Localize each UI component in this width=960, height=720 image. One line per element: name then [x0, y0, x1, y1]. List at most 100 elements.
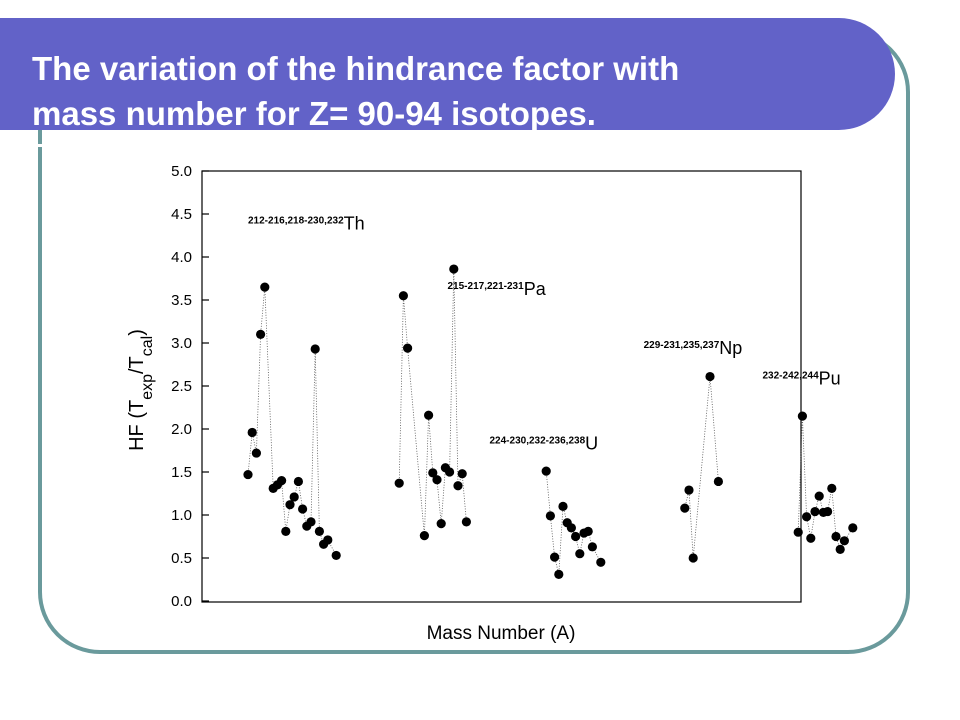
title-banner: The variation of the hindrance factor wi… [0, 18, 895, 147]
data-point-u [571, 531, 581, 542]
data-point-pa [432, 475, 442, 485]
data-point-u [541, 466, 551, 476]
y-tick-label: 2.0 [171, 421, 192, 438]
y-tick-label: 0.0 [171, 593, 192, 610]
data-point-pa [457, 469, 467, 479]
y-tick-label: 5.0 [171, 163, 192, 180]
data-point-th [247, 427, 257, 438]
data-point-pa [449, 264, 459, 274]
data-point-pu [802, 512, 812, 522]
y-tick-label: 3.0 [171, 335, 192, 352]
series-label-np: 229-231,235,237Np [644, 338, 743, 358]
series-connectors [247, 269, 854, 575]
data-point-pa [445, 467, 455, 477]
data-point-pu [831, 531, 841, 542]
data-point-th [285, 500, 295, 510]
y-axis-label-part: cal [139, 336, 156, 356]
data-point-pu [797, 411, 808, 421]
series-label-mass-range: 212-216,218-230,232 [248, 215, 344, 226]
data-point-np [684, 485, 694, 495]
series-label-mass-range: 215-217,221-231 [448, 281, 525, 292]
data-point-u [575, 549, 585, 559]
data-point-pa [428, 468, 438, 478]
data-point-pu [839, 536, 850, 546]
data-point-th [331, 550, 341, 561]
data-point-u [554, 569, 564, 579]
y-axis-label: HF (Texp/Tcal) [126, 329, 156, 451]
series-label-th: 212-216,218-230,232Th [248, 213, 365, 233]
series-line-pu [797, 416, 854, 551]
data-point-pa [424, 410, 434, 420]
data-points [243, 264, 858, 579]
title-underline [0, 144, 848, 147]
y-tick-label: 2.5 [171, 378, 192, 395]
y-axis-label-part: ) [126, 329, 148, 336]
series-line-th [247, 287, 337, 556]
y-axis-label-part: /T [126, 356, 148, 374]
series-line-pa [398, 269, 467, 536]
slide-title: The variation of the hindrance factor wi… [32, 46, 882, 136]
data-point-pu [814, 491, 824, 501]
data-point-th [243, 469, 253, 480]
series-label-u: 224-230,232-236,238U [490, 434, 599, 454]
data-point-u [587, 542, 598, 552]
data-point-u [583, 526, 593, 536]
data-point-u [545, 511, 556, 521]
y-tick-label: 1.5 [171, 464, 192, 481]
data-point-th [314, 526, 324, 536]
data-point-th [289, 492, 299, 502]
data-point-u [596, 557, 606, 567]
series-label-mass-range: 229-231,235,237 [644, 340, 720, 351]
data-point-th [298, 504, 308, 514]
data-point-pu [823, 506, 833, 517]
series-label-pu: 232-242,244Pu [763, 368, 841, 388]
data-point-th [323, 535, 333, 545]
data-point-np [713, 476, 724, 487]
data-point-th [277, 476, 287, 486]
data-point-pu [848, 523, 858, 533]
data-point-th [251, 448, 261, 458]
data-point-u [550, 552, 560, 562]
data-point-pu [793, 527, 803, 537]
data-point-np [688, 553, 698, 563]
data-point-th [310, 344, 320, 354]
y-tick-label: 4.5 [171, 206, 192, 223]
title-line-1: The variation of the hindrance factor wi… [32, 50, 680, 87]
data-point-pa [403, 343, 413, 353]
data-point-pu [810, 506, 820, 517]
data-point-pa [436, 519, 446, 529]
series-label-element: U [585, 434, 598, 454]
x-axis-label: Mass Number (A) [427, 623, 576, 644]
data-point-pu [835, 544, 845, 555]
data-point-th [306, 517, 316, 527]
data-point-pa [398, 291, 408, 301]
data-point-pu [806, 533, 816, 543]
data-point-th [293, 476, 303, 487]
data-point-np [680, 503, 690, 513]
y-axis: 0.0 0.5 1.0 1.5 2.0 2.5 3.0 3.5 4.0 4.5 5.0 [171, 163, 209, 610]
series-line-np [684, 376, 719, 559]
data-point-th [281, 526, 291, 536]
series-label-element: Pa [524, 279, 547, 299]
data-point-u [558, 501, 568, 511]
y-axis-label-part: HF (T [126, 400, 148, 451]
series-label-mass-range: 224-230,232-236,238 [490, 436, 586, 447]
data-point-pa [461, 517, 471, 527]
data-point-pa [419, 531, 429, 541]
series-label-mass-range: 232-242,244 [763, 370, 820, 381]
data-point-pa [394, 478, 404, 488]
series-label-element: Np [719, 338, 742, 358]
y-tick-label: 3.5 [171, 292, 192, 309]
y-tick-label: 4.0 [171, 249, 192, 266]
series-labels: 212-216,218-230,232Th 215-217,221-231Pa 22… [248, 213, 841, 453]
series-label-pa: 215-217,221-231Pa [448, 279, 547, 299]
data-point-np [705, 371, 715, 382]
y-tick-label: 1.0 [171, 507, 192, 524]
data-point-pa [453, 481, 463, 491]
data-point-u [566, 523, 577, 533]
y-axis-label-part: exp [139, 374, 156, 400]
data-point-th [260, 282, 270, 292]
y-tick-label: 0.5 [171, 550, 192, 567]
data-point-th [256, 329, 266, 339]
series-label-element: Pu [819, 368, 841, 388]
